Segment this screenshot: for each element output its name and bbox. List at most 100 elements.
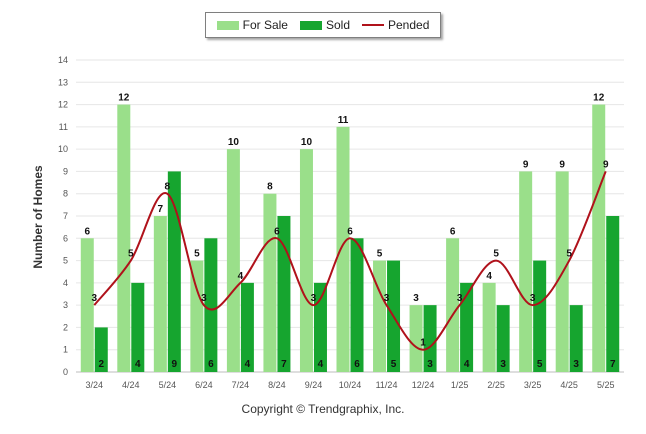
pended-data-label: 6 [274, 226, 280, 237]
sold-bar [606, 216, 620, 372]
sold-data-label: 5 [391, 359, 397, 370]
y-tick-label: 7 [63, 211, 68, 221]
pended-data-label: 5 [493, 249, 499, 260]
pended-data-label: 5 [128, 249, 134, 260]
sold-bar [350, 238, 364, 372]
for-sale-bar [80, 238, 94, 372]
pended-data-label: 3 [384, 293, 390, 304]
pended-data-label: 1 [420, 338, 426, 349]
sold-bar [131, 282, 145, 372]
pended-data-label: 3 [311, 293, 317, 304]
pended-line [93, 171, 607, 351]
pended-data-label: 9 [603, 159, 609, 170]
sold-bar [569, 305, 583, 372]
for-sale-data-label: 11 [338, 115, 349, 126]
for-sale-data-label: 7 [158, 204, 164, 215]
sold-bar [313, 282, 327, 372]
x-tick-label: 10/24 [339, 380, 362, 390]
for-sale-data-label: 5 [377, 249, 383, 260]
for-sale-data-label: 3 [413, 293, 419, 304]
for-sale-data-label: 12 [118, 93, 130, 104]
copyright-footer: Copyright © Trendgraphix, Inc. [241, 402, 405, 416]
legend-label-pended: Pended [388, 18, 430, 32]
for-sale-bar [190, 260, 204, 372]
x-tick-label: 5/25 [597, 380, 615, 390]
for-sale-bar [446, 238, 460, 372]
sold-data-label: 4 [135, 359, 141, 370]
sold-data-label: 3 [573, 359, 579, 370]
sold-swatch-icon [299, 20, 322, 30]
for-sale-bar [409, 305, 423, 372]
x-tick-label: 5/24 [159, 380, 177, 390]
x-tick-label: 4/25 [560, 380, 578, 390]
y-tick-label: 3 [63, 300, 68, 310]
y-tick-label: 2 [63, 322, 68, 332]
y-tick-label: 5 [63, 256, 68, 266]
sold-bar [460, 282, 474, 372]
for-sale-bar [336, 126, 350, 372]
legend-item-pended: Pended [362, 18, 429, 32]
sold-data-label: 9 [172, 359, 178, 370]
x-tick-label: 3/24 [86, 380, 104, 390]
x-tick-label: 6/24 [195, 380, 213, 390]
legend-item-sold: Sold [299, 18, 350, 32]
for-sale-swatch-icon [216, 20, 239, 30]
pended-data-label: 8 [165, 182, 171, 193]
x-tick-label: 8/24 [268, 380, 286, 390]
for-sale-data-label: 9 [523, 159, 529, 170]
for-sale-data-label: 9 [559, 159, 565, 170]
for-sale-data-label: 10 [301, 137, 313, 148]
pended-data-label: 6 [347, 226, 353, 237]
pended-data-label: 3 [530, 293, 536, 304]
y-axis-title: Number of Homes [31, 165, 45, 269]
pended-data-label: 3 [91, 293, 97, 304]
legend-item-for-sale: For Sale [216, 18, 288, 32]
y-tick-label: 6 [63, 233, 68, 243]
x-tick-label: 12/24 [412, 380, 435, 390]
for-sale-data-label: 12 [593, 93, 605, 104]
sold-bar [167, 171, 181, 372]
x-tick-label: 9/24 [305, 380, 323, 390]
for-sale-data-label: 5 [194, 249, 200, 260]
sold-bar [204, 238, 218, 372]
legend: For Sale Sold Pended [205, 12, 441, 38]
sold-data-label: 4 [245, 359, 251, 370]
sold-bar [240, 282, 254, 372]
legend-label-for-sale: For Sale [242, 18, 288, 32]
for-sale-bar [153, 216, 167, 372]
pended-data-label: 4 [238, 271, 244, 282]
pended-data-label: 3 [457, 293, 463, 304]
for-sale-data-label: 6 [450, 226, 456, 237]
x-tick-label: 3/25 [524, 380, 542, 390]
y-tick-label: 8 [63, 189, 68, 199]
y-tick-label: 10 [58, 144, 68, 154]
y-tick-label: 13 [58, 77, 68, 87]
sold-data-label: 6 [354, 359, 360, 370]
sold-data-label: 3 [427, 359, 433, 370]
legend-label-sold: Sold [325, 18, 350, 32]
sold-data-label: 7 [610, 359, 616, 370]
sold-bar [496, 305, 510, 372]
for-sale-data-label: 4 [486, 271, 492, 282]
for-sale-bar [373, 260, 387, 372]
sold-data-label: 4 [318, 359, 324, 370]
y-tick-label: 14 [58, 55, 68, 65]
y-tick-label: 0 [63, 367, 68, 377]
sold-data-label: 6 [208, 359, 214, 370]
for-sale-bar [226, 149, 240, 372]
x-tick-label: 1/25 [451, 380, 469, 390]
x-tick-label: 2/25 [487, 380, 505, 390]
sold-bar [533, 260, 547, 372]
sold-data-label: 3 [500, 359, 506, 370]
x-tick-label: 11/24 [376, 380, 398, 390]
pended-data-label: 5 [566, 249, 572, 260]
y-tick-label: 12 [58, 100, 68, 110]
sold-bar [423, 305, 437, 372]
y-tick-label: 11 [59, 122, 68, 132]
y-tick-label: 9 [63, 166, 68, 176]
sold-bar [94, 327, 108, 372]
sold-data-label: 5 [537, 359, 543, 370]
for-sale-data-label: 8 [267, 182, 273, 193]
for-sale-bar [519, 171, 533, 372]
for-sale-bar [117, 104, 131, 373]
